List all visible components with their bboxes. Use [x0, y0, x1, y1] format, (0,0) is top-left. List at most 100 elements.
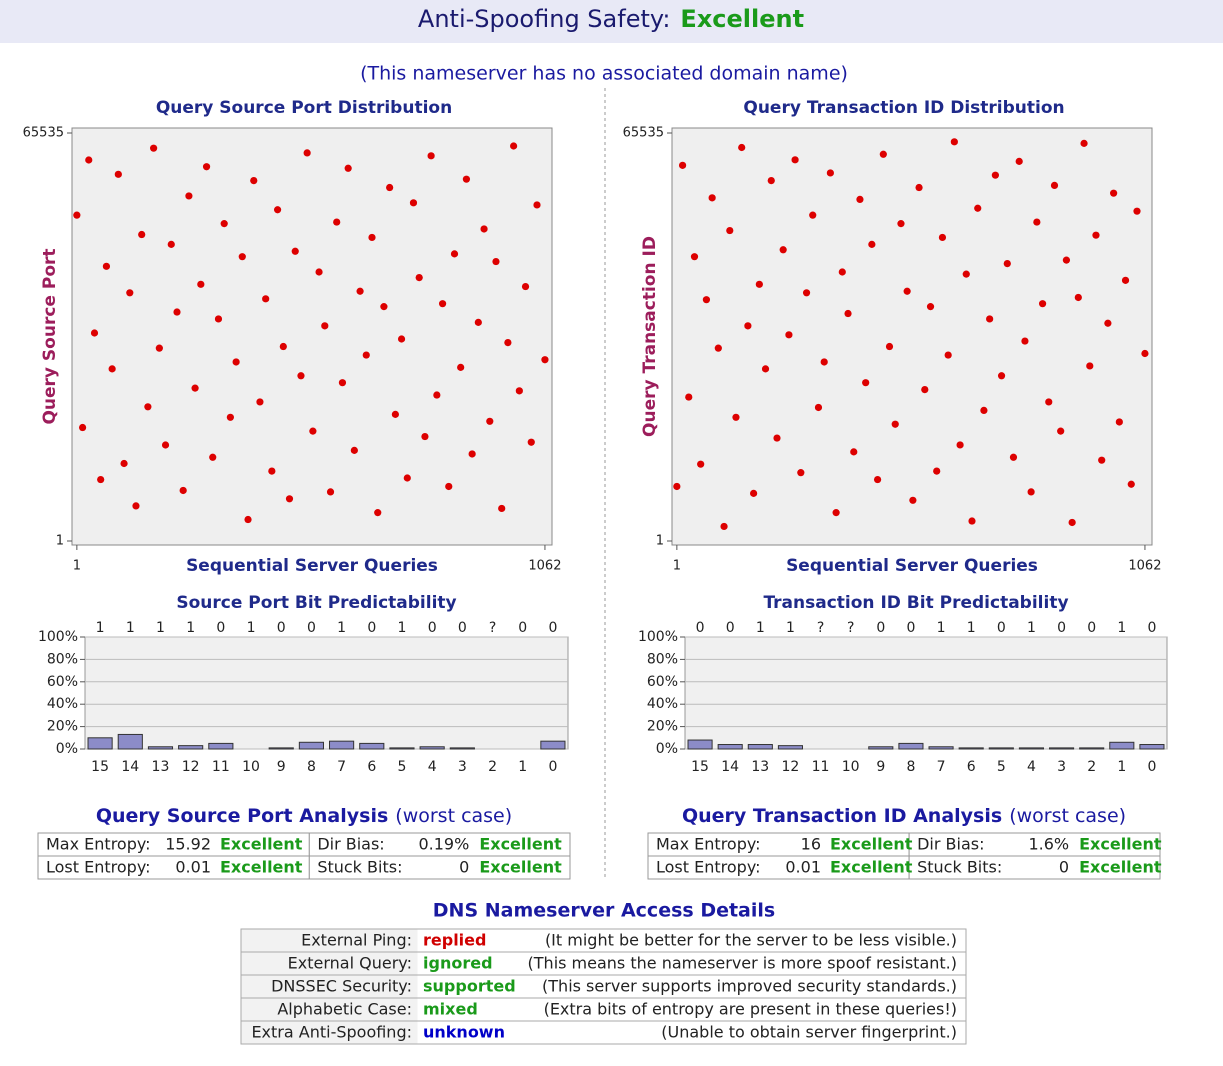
bar: [87, 737, 113, 750]
x-tick-label: 3: [1057, 759, 1066, 775]
x-tick-label: 14: [121, 759, 139, 775]
point: [409, 199, 418, 207]
table-text: Excellent: [479, 858, 562, 877]
point: [297, 372, 305, 380]
bar: [717, 744, 743, 750]
bit-label: 0: [1147, 620, 1156, 636]
header-title: Anti-Spoofing Safety:: [418, 5, 671, 33]
x-tick-label: 13: [751, 759, 769, 775]
point: [120, 459, 128, 468]
point: [273, 206, 282, 214]
point: [126, 289, 134, 297]
bar: [1049, 747, 1075, 750]
x-tick-label: 5: [997, 759, 1006, 775]
access-label-cell: [241, 952, 418, 975]
point: [1115, 418, 1123, 426]
table-text: Excellent: [830, 835, 913, 854]
point: [797, 469, 805, 477]
bit-label: 0: [367, 620, 376, 636]
point: [386, 183, 394, 192]
point: [820, 358, 828, 366]
access-label: Extra Anti-Spoofing:: [251, 1023, 412, 1042]
point: [450, 250, 459, 258]
table-text: 0.01: [175, 858, 211, 877]
bit-label: 0: [277, 620, 286, 636]
point: [167, 240, 175, 248]
point: [250, 177, 258, 185]
point: [897, 220, 905, 228]
point: [90, 329, 99, 337]
plot-area: [671, 127, 1153, 546]
bar: [208, 742, 234, 750]
x-tick-label: 5: [398, 759, 407, 775]
point: [1027, 488, 1035, 496]
point: [814, 403, 823, 412]
y-tick-label: 60%: [47, 674, 78, 690]
y-tick-label: 80%: [647, 651, 678, 667]
point: [521, 282, 530, 291]
point: [844, 309, 852, 318]
x-axis-label: Sequential Server Queries: [186, 556, 438, 576]
point: [309, 427, 317, 435]
x-tick-label: 0: [548, 759, 557, 775]
point: [232, 358, 240, 366]
point: [238, 253, 246, 261]
point: [732, 413, 740, 421]
access-label-cell: [241, 1021, 418, 1044]
bit-label: 0: [906, 620, 915, 636]
point: [226, 413, 234, 421]
table-cell: [908, 855, 1161, 880]
point: [268, 467, 276, 475]
y-tick-label: 80%: [47, 651, 78, 667]
point: [197, 280, 205, 288]
table-text: 0: [459, 858, 469, 877]
access-label: External Ping:: [301, 931, 412, 950]
point: [809, 211, 817, 219]
bar: [419, 746, 445, 750]
point: [462, 175, 471, 183]
point: [1104, 319, 1112, 327]
point: [1062, 256, 1071, 264]
access-note: (Extra bits of entropy are present in th…: [544, 1000, 957, 1019]
header-rating: Excellent: [680, 5, 804, 33]
x-tick-label: 8: [906, 759, 915, 775]
access-label-cell: [241, 975, 418, 998]
bar: [1109, 741, 1135, 750]
point: [879, 150, 887, 158]
point: [850, 448, 858, 456]
point: [1050, 181, 1059, 190]
point: [802, 289, 811, 297]
point: [480, 225, 488, 233]
analysis-title-main: Query Transaction ID Analysis: [682, 805, 1002, 827]
point: [791, 156, 799, 164]
table-cell: [308, 855, 571, 880]
access-status: replied: [423, 931, 486, 950]
point: [438, 300, 447, 308]
bit-label: 0: [428, 620, 437, 636]
access-title: DNS Nameserver Access Details: [433, 900, 775, 922]
point: [161, 441, 170, 449]
bar: [687, 739, 713, 750]
bar: [868, 746, 894, 750]
point: [1015, 157, 1023, 165]
access-label: DNSSEC Security:: [271, 977, 412, 996]
point: [102, 262, 111, 270]
x-tick-label: 12: [182, 759, 200, 775]
header-band: [0, 0, 1223, 43]
table-text: Lost Entropy:: [46, 858, 151, 877]
point: [202, 163, 211, 171]
bar: [988, 747, 1014, 750]
plot-area: [684, 636, 1168, 750]
bit-label: 0: [307, 620, 316, 636]
point: [303, 149, 311, 157]
x-tick-label: 6: [967, 759, 976, 775]
bar: [928, 746, 954, 750]
table-text: 15.92: [165, 835, 211, 854]
x-tick-label: 6: [367, 759, 376, 775]
bar: [329, 740, 355, 750]
bit-label: 0: [997, 620, 1006, 636]
bit-label: 1: [96, 620, 105, 636]
y-tick-label: 1: [56, 534, 64, 549]
analysis-title-note: (worst case): [395, 805, 512, 827]
x-tick-label: 1: [518, 759, 527, 775]
